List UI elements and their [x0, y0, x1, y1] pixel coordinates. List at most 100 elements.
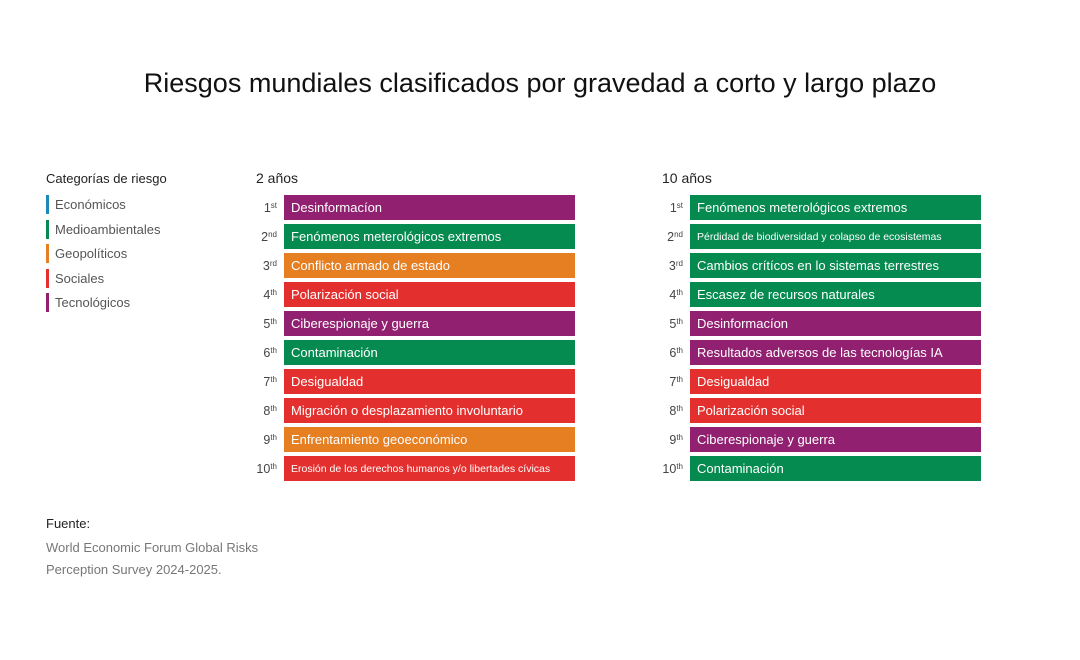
- rank-row: 10th Erosión de los derechos humanos y/o …: [249, 456, 575, 481]
- rank-number: 9: [263, 432, 271, 447]
- risk-bar: Polarización social: [690, 398, 981, 423]
- legend-title: Categorías de riesgo: [46, 171, 167, 186]
- chart-title: Riesgos mundiales clasificados por grave…: [143, 68, 937, 98]
- risk-bar: Escasez de recursos naturales: [690, 282, 981, 307]
- risk-bar: Contaminación: [690, 456, 981, 481]
- rank-label: 1st: [655, 201, 683, 215]
- rank-number: 1: [669, 200, 677, 215]
- rank-row: 6th Resultados adversos de las tecnología…: [655, 340, 981, 365]
- legend-swatch: [46, 293, 49, 312]
- rank-number: 7: [669, 374, 677, 389]
- panel-title: 10 años: [662, 170, 712, 186]
- rank-label: 3rd: [655, 259, 683, 273]
- rank-suffix: rd: [269, 258, 277, 268]
- source-line: World Economic Forum Global Risks: [46, 540, 259, 555]
- risk-bar: Ciberespionaje y guerra: [690, 427, 981, 452]
- rank-number: 4: [263, 287, 271, 302]
- risk-bar: Polarización social: [284, 282, 575, 307]
- risk-bar: Erosión de los derechos humanos y/o libe…: [284, 456, 575, 481]
- rank-number: 2: [667, 229, 675, 244]
- rank-suffix: th: [676, 374, 683, 384]
- rank-number: 5: [669, 316, 677, 331]
- rank-row: 3rd Conflicto armado de estado: [249, 253, 575, 278]
- legend-label: Geopolíticos: [55, 246, 128, 261]
- rank-row: 1st Fenómenos meterológicos extremos: [655, 195, 981, 220]
- rank-label: 6th: [655, 346, 683, 360]
- legend-swatch: [46, 219, 49, 239]
- rank-row: 9th Ciberespionaje y guerra: [655, 427, 981, 452]
- source-label: Fuente:: [46, 516, 91, 531]
- rank-label: 5th: [249, 317, 277, 331]
- rank-row: 2nd Pérdidad de biodiversidad y colapso d…: [655, 224, 981, 249]
- rank-suffix: th: [270, 403, 277, 413]
- rank-suffix: th: [676, 461, 683, 471]
- rank-number: 9: [669, 432, 677, 447]
- rank-row: 7th Desigualdad: [655, 369, 981, 394]
- rank-suffix: th: [270, 316, 277, 326]
- rank-number: 7: [263, 374, 271, 389]
- rank-number: 8: [263, 403, 271, 418]
- rank-label: 4th: [655, 288, 683, 302]
- panel-10-anos: 10 años 1st Fenómenos meterológicos extre…: [655, 169, 981, 485]
- risk-bar: Fenómenos meterológicos extremos: [690, 195, 981, 220]
- legend-label: Medioambientales: [55, 221, 161, 237]
- legend-item: Tecnológicos: [46, 293, 167, 312]
- rank-label: 5th: [655, 317, 683, 331]
- rank-suffix: th: [270, 461, 277, 471]
- rank-number: 8: [669, 403, 677, 418]
- risk-bar: Desinformacíon: [690, 311, 981, 336]
- ranking-rows: 1st Desinformacíon 2nd Fenómenos meterológi…: [249, 195, 575, 481]
- legend-item: Sociales: [46, 268, 167, 288]
- rank-suffix: th: [270, 287, 277, 297]
- rank-row: 6th Contaminación: [249, 340, 575, 365]
- rank-label: 7th: [249, 375, 277, 389]
- rank-number: 3: [668, 258, 676, 273]
- ranking-rows: 1st Fenómenos meterológicos extremos 2nd Pé…: [655, 195, 981, 481]
- rank-label: 2nd: [655, 230, 683, 244]
- risk-bar: Migración o desplazamiento involuntario: [284, 398, 575, 423]
- rank-suffix: rd: [675, 258, 683, 268]
- legend-item: Medioambientales: [46, 219, 167, 239]
- rank-number: 6: [263, 345, 271, 360]
- legend-label: Sociales: [55, 270, 105, 286]
- risk-bar: Cambios crítícos en lo sistemas terrestr…: [690, 253, 981, 278]
- rank-number: 6: [669, 345, 677, 360]
- rank-suffix: th: [676, 345, 683, 355]
- rank-suffix: nd: [674, 229, 683, 239]
- legend-swatch: [46, 195, 49, 214]
- rank-number: 10: [662, 461, 677, 476]
- rank-number: 3: [262, 258, 270, 273]
- rank-row: 5th Ciberespionaje y guerra: [249, 311, 575, 336]
- rank-row: 8th Polarización social: [655, 398, 981, 423]
- risk-bar: Pérdidad de biodiversidad y colapso de e…: [690, 224, 981, 249]
- rank-row: 2nd Fenómenos meterológicos extremos: [249, 224, 575, 249]
- legend-label: Tecnológicos: [55, 295, 131, 310]
- rank-row: 5th Desinformacíon: [655, 311, 981, 336]
- risk-bar: Contaminación: [284, 340, 575, 365]
- rank-number: 4: [669, 287, 677, 302]
- rank-suffix: th: [676, 432, 683, 442]
- risk-bar: Fenómenos meterológicos extremos: [284, 224, 575, 249]
- rank-suffix: th: [270, 432, 277, 442]
- rank-row: 1st Desinformacíon: [249, 195, 575, 220]
- risk-bar: Desinformacíon: [284, 195, 575, 220]
- rank-label: 3rd: [249, 259, 277, 273]
- panel-2-anos: 2 años 1st Desinformacíon 2nd Fenómenos met…: [249, 169, 575, 485]
- legend-items: Económicos Medioambientales Geopolíticos So…: [46, 195, 167, 312]
- panel-title: 2 años: [256, 170, 299, 186]
- legend-swatch: [46, 244, 49, 263]
- rank-number: 2: [261, 229, 269, 244]
- rank-row: 3rd Cambios crítícos en lo sistemas terre…: [655, 253, 981, 278]
- rank-label: 9th: [655, 433, 683, 447]
- rank-label: 4th: [249, 288, 277, 302]
- legend-item: Geopolíticos: [46, 244, 167, 263]
- rank-row: 9th Enfrentamiento geoeconómico: [249, 427, 575, 452]
- rank-number: 1: [263, 200, 271, 215]
- legend-item: Económicos: [46, 195, 167, 214]
- rank-suffix: th: [676, 403, 683, 413]
- rank-row: 8th Migración o desplazamiento involuntar…: [249, 398, 575, 423]
- rank-label: 9th: [249, 433, 277, 447]
- rank-suffix: th: [676, 287, 683, 297]
- rank-suffix: st: [270, 200, 277, 210]
- risk-bar: Conflicto armado de estado: [284, 253, 575, 278]
